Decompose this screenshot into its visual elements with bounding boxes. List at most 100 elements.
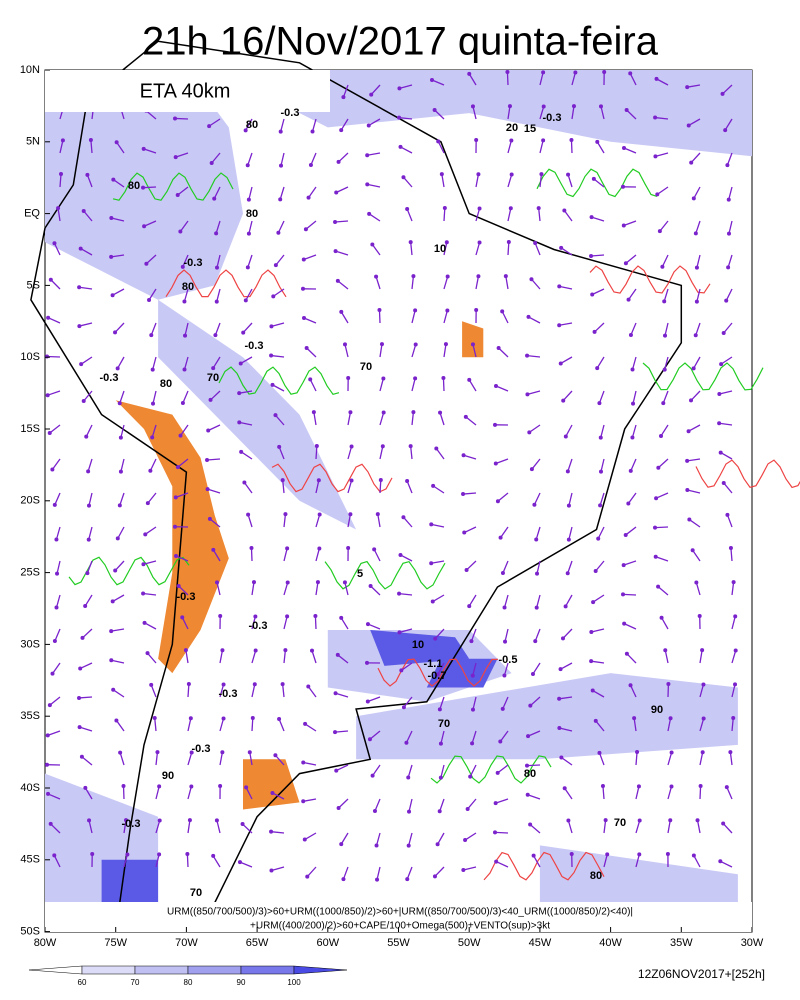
wind-arrow-head [48,277,53,282]
wind-arrow [313,412,317,426]
wind-arrow-head [565,571,570,576]
wind-arrow [213,186,221,199]
wind-arrow [693,356,701,369]
contour-label: -0.3 [281,107,300,119]
wind-arrow-head [372,547,377,552]
wind-arrow [334,220,349,223]
wind-arrow-head [317,546,322,551]
wind-arrow-head [341,877,346,882]
wind-arrow [88,820,93,834]
wind-arrow [182,390,189,404]
wind-arrow [379,344,383,358]
wind-arrow-head [463,838,468,843]
wind-arrow [337,654,349,664]
wind-arrow [539,140,544,154]
wind-arrow-head [401,705,406,710]
wind-arrow [443,310,448,324]
wind-arrow [315,480,320,494]
wind-arrow [305,220,317,230]
wind-arrow [629,684,637,698]
wind-arrow [592,689,605,698]
wind-arrow [210,390,221,401]
wind-arrow [53,855,61,868]
wind-arrow [434,628,445,640]
wind-arrow-head [686,123,691,128]
wind-arrow-head [113,568,118,573]
wind-arrow-head [693,333,698,338]
wind-arrow-head [437,809,442,814]
wind-arrow-head [691,366,696,371]
wind-arrow-head [503,639,508,644]
wind-arrow [664,356,669,370]
wind-arrow-head [157,852,162,857]
wind-arrow-head [141,185,146,190]
wind-arrow-head [559,245,564,250]
wind-arrow [661,254,669,268]
wind-arrow-head [375,877,380,882]
wind-arrow-head [301,286,306,291]
wind-arrow-head [622,621,627,626]
wind-arrow [117,356,125,369]
wind-arrow [600,106,605,120]
wind-arrow [86,174,93,188]
wind-arrow [368,213,381,222]
lon-label: 55W [387,937,410,949]
wind-arrow [731,684,736,698]
wind-arrow-head [342,580,347,585]
wind-arrow [56,560,61,574]
wind-arrow [114,560,125,571]
wind-arrow-head [557,323,562,328]
contour [589,265,711,294]
wind-arrow [377,514,381,528]
lat-label: 30S [20,638,40,650]
wind-arrow [370,585,381,596]
wind-arrow-head [333,220,338,225]
wind-arrow-head [54,537,59,542]
wind-arrow-head [474,138,479,143]
wind-arrow-head [721,330,726,335]
wind-arrow [472,662,477,676]
contour-label: 80 [182,281,194,293]
wind-arrow [507,208,512,222]
wind-arrow-head [685,85,690,90]
wind-arrow [726,514,733,528]
wind-arrow [148,288,157,301]
wind-arrow-head [624,651,629,656]
wind-arrow-head [595,139,600,144]
wind-arrow-head [435,672,440,677]
wind-arrow-head [245,163,250,168]
wind-arrow-head [401,515,406,520]
wind-arrow [532,662,541,675]
wind-arrow-head [269,353,274,358]
wind-arrow-head [573,70,578,75]
wind-arrow-head [367,211,372,216]
wind-arrow [693,855,701,868]
wind-arrow-head [495,770,500,775]
wind-arrow [179,220,189,232]
contour-label: 80 [128,180,140,192]
wind-arrow-head [631,401,636,406]
wind-arrow [695,322,701,336]
shading [214,70,752,157]
wind-arrow [498,347,509,358]
wind-arrow-head [461,492,466,497]
wind-arrow [374,798,381,812]
wind-arrow-head [188,716,193,721]
wind-arrow [111,217,125,222]
wind-arrow [431,79,445,86]
wind-arrow [560,662,573,670]
contour-label: 20 [506,122,518,134]
wind-arrow [338,152,349,163]
wind-arrow [283,650,287,664]
wind-arrow [87,458,93,472]
wind-arrow-head [398,144,403,149]
wind-arrow-head [724,785,729,790]
wind-arrow [531,458,541,470]
wind-arrow-head [176,583,181,588]
contour-label: 80 [590,870,602,882]
wind-arrow-head [411,410,416,415]
wind-arrow-head [311,410,316,415]
wind-arrow-head [733,614,738,619]
wind-arrow-head [469,639,474,644]
contour-label: -0.3 [245,340,264,352]
